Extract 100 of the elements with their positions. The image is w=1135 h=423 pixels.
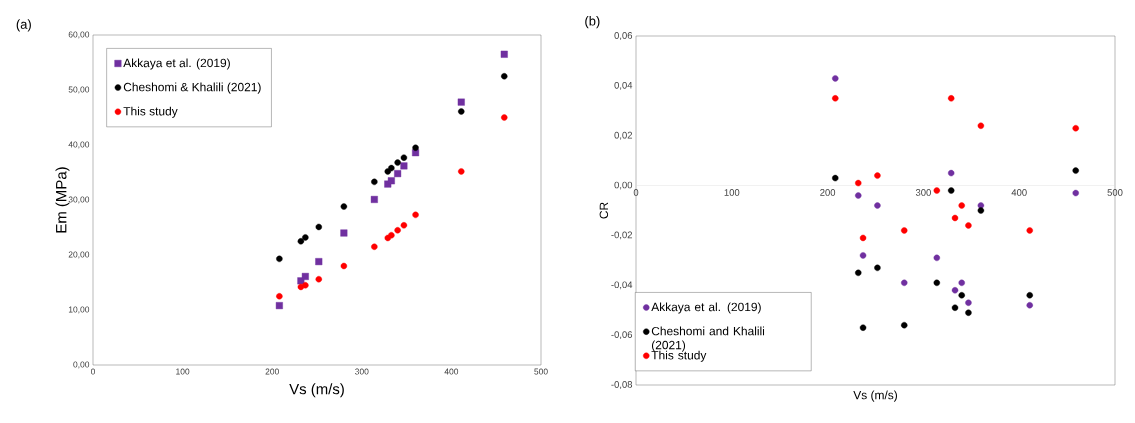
y-tick-label: 0,02 xyxy=(614,131,633,140)
point xyxy=(951,287,959,294)
point xyxy=(340,203,348,210)
y-tick-label: 0,00 xyxy=(73,361,90,369)
x-axis-title: Vs (m/s) xyxy=(289,383,344,398)
point xyxy=(276,293,283,300)
point xyxy=(951,304,959,311)
point xyxy=(388,232,395,239)
point xyxy=(500,50,508,58)
legend-label: This study xyxy=(651,350,707,362)
legend-label: This study xyxy=(123,106,178,118)
y-axis-title: Em (MPa) xyxy=(55,167,70,233)
point xyxy=(1072,125,1079,132)
point xyxy=(901,279,908,286)
point xyxy=(965,309,972,316)
point xyxy=(400,222,408,229)
point xyxy=(855,179,862,187)
point xyxy=(501,73,508,80)
point xyxy=(302,234,309,241)
legend-label: Cheshomi and Khalili (2021) xyxy=(651,326,765,352)
y-tick-label: 0,04 xyxy=(614,81,633,90)
point xyxy=(965,222,972,229)
x-axis-title: Vs (m/s) xyxy=(853,390,897,402)
y-tick-label: -0,08 xyxy=(611,381,633,389)
point xyxy=(977,207,985,214)
point xyxy=(933,187,941,194)
x-tick-label: 400 xyxy=(444,368,459,375)
point xyxy=(371,243,378,250)
point xyxy=(340,262,348,270)
point xyxy=(832,75,839,82)
point xyxy=(832,95,839,102)
point xyxy=(951,214,959,222)
x-tick-label: 500 xyxy=(1107,189,1123,196)
x-tick-label: 300 xyxy=(915,189,931,196)
chart-title: (b) xyxy=(585,16,600,29)
x-tick-label: 200 xyxy=(820,189,836,196)
point xyxy=(1072,167,1079,174)
point xyxy=(1026,292,1033,299)
point xyxy=(501,114,508,121)
point xyxy=(394,227,401,234)
point xyxy=(855,269,862,277)
point xyxy=(958,279,965,286)
y-tick-label: -0,04 xyxy=(611,281,633,290)
point xyxy=(874,172,881,179)
x-tick-label: 100 xyxy=(176,368,190,375)
point xyxy=(370,195,378,203)
point xyxy=(301,272,309,280)
point xyxy=(412,144,419,151)
point xyxy=(297,238,305,245)
y-axis-title: CR xyxy=(599,202,609,219)
y-tick-label: -0,02 xyxy=(611,231,633,240)
point xyxy=(1026,227,1033,234)
point xyxy=(412,211,419,219)
point xyxy=(1026,302,1033,309)
point xyxy=(315,223,322,231)
point xyxy=(1072,189,1079,197)
point xyxy=(302,282,309,289)
point xyxy=(855,192,862,199)
x-tick-label: 300 xyxy=(355,368,369,375)
y-tick-label: 20,00 xyxy=(68,251,90,259)
point xyxy=(977,122,985,129)
point xyxy=(859,252,867,259)
point xyxy=(901,227,908,234)
point xyxy=(315,258,323,266)
point xyxy=(933,254,941,262)
y-tick-label: 10,00 xyxy=(68,306,90,314)
point xyxy=(901,321,908,329)
point xyxy=(400,162,408,170)
x-tick-label: 0 xyxy=(633,189,639,196)
x-tick-label: 400 xyxy=(1011,189,1027,196)
x-tick-label: 0 xyxy=(90,368,96,375)
y-tick-label: 0,06 xyxy=(614,32,633,40)
point xyxy=(965,299,972,306)
point xyxy=(394,170,402,178)
point xyxy=(874,264,881,272)
point xyxy=(275,302,283,310)
point xyxy=(388,164,395,172)
legend-label: Cheshomi & Khalili (2021) xyxy=(123,82,261,94)
point xyxy=(958,202,965,209)
point xyxy=(874,202,881,209)
point xyxy=(371,178,378,186)
point xyxy=(457,98,465,106)
y-tick-label: 40,00 xyxy=(68,141,90,149)
point xyxy=(947,187,955,194)
point xyxy=(947,95,955,102)
point xyxy=(340,229,348,237)
point xyxy=(458,108,465,115)
point xyxy=(958,292,965,299)
point xyxy=(832,174,839,182)
point xyxy=(947,169,955,177)
legend-label: Akkaya et al. (2019) xyxy=(123,58,230,70)
x-tick-label: 500 xyxy=(534,368,548,375)
x-tick-label: 200 xyxy=(265,368,279,375)
point xyxy=(276,255,283,263)
point xyxy=(859,234,867,242)
y-tick-label: 60,00 xyxy=(68,31,90,39)
y-tick-label: 50,00 xyxy=(68,86,90,94)
y-tick-label: 30,00 xyxy=(68,196,90,204)
point xyxy=(315,276,322,283)
point xyxy=(933,279,941,286)
